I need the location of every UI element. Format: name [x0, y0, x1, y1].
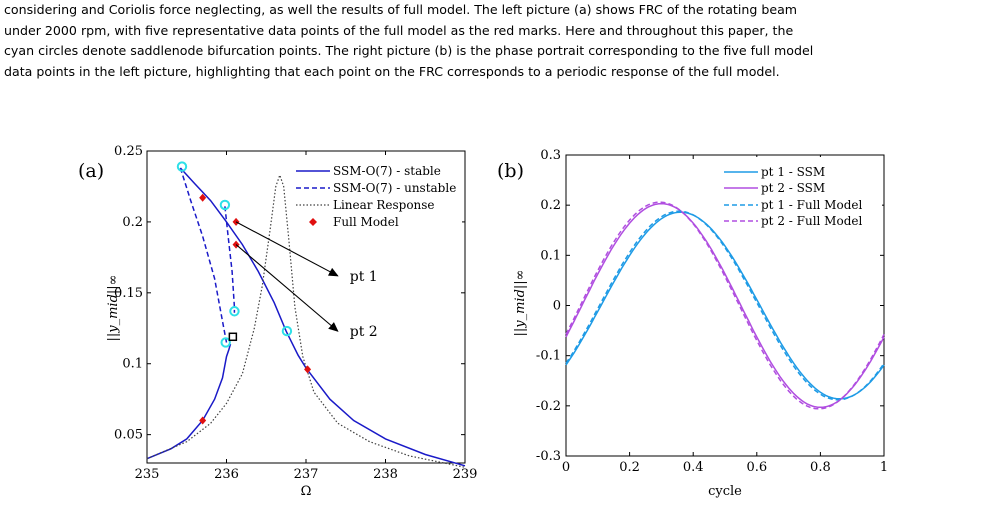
bifurcation-point: [176, 161, 188, 172]
legend-label-stable: SSM-O(7) - stable: [333, 164, 441, 178]
bifurcation-point: [281, 325, 293, 337]
caption-line: under 2000 rpm, with five representative…: [4, 22, 794, 38]
panel-b-label: (b): [497, 160, 524, 182]
y-tick-label: 0.2: [122, 215, 143, 230]
series-line: [565, 211, 885, 400]
panel-a-legend: SSM-O(7) - stable SSM-O(7) - unstable Li…: [292, 157, 462, 233]
panel-b-ylabel-text: ||y_mid||∞: [513, 270, 528, 337]
x-tick-label: 0.4: [683, 460, 704, 475]
panel-b-ylabel: ||y_mid||∞: [513, 270, 528, 337]
legend-swatch-full-model: [309, 218, 317, 226]
caption-line: data points in the left picture, highlig…: [4, 63, 780, 79]
panel-b-legend: pt 1 - SSM pt 2 - SSM pt 1 - Full Model …: [720, 157, 882, 233]
annotation-label: pt 1: [350, 269, 378, 285]
series-line: [565, 202, 885, 409]
panel-b: 0 0.2 0.4 0.6 0.8 1 -0.3 -0.2 -0.1 0 0.1 0.2 0.3 (b)…: [497, 148, 888, 499]
full-model-point: [199, 193, 207, 202]
legend-label-full-model: Full Model: [333, 215, 399, 229]
legend-label-pt2-ssm: pt 2 - SSM: [761, 181, 825, 195]
series-line: [565, 210, 885, 401]
y-tick-label: 0.2: [540, 198, 561, 213]
series-line: [565, 201, 885, 410]
caption-line: cyan circles denote saddlenode bifurcati…: [4, 43, 814, 58]
y-tick-label: -0.2: [536, 399, 561, 414]
annotation-arrow: [235, 221, 339, 277]
y-tick-label: -0.1: [536, 349, 561, 364]
series-line: [146, 173, 466, 468]
bifurcation-point: [219, 199, 231, 211]
x-tick-label: 237: [294, 467, 319, 482]
legend-label-linear: Linear Response: [333, 198, 435, 212]
figure-caption: considering and Coriolis force neglectin…: [4, 0, 994, 82]
series-line: [224, 206, 236, 313]
panel-a-label: (a): [78, 160, 104, 182]
series-line: [146, 343, 232, 460]
y-tick-label: 0.05: [114, 428, 143, 443]
x-tick-label: 1: [880, 460, 888, 475]
series-line: [179, 167, 466, 467]
bifurcation-point: [220, 337, 231, 348]
panel-b-xlabel: cycle: [708, 484, 742, 499]
y-tick-label: 0: [553, 299, 561, 314]
square-marker: [228, 332, 238, 342]
x-tick-label: 0: [562, 460, 570, 475]
legend-label-unstable: SSM-O(7) - unstable: [333, 181, 456, 195]
full-model-point: [304, 365, 312, 374]
x-tick-label: 0.8: [810, 460, 831, 475]
legend-label-pt1-ssm: pt 1 - SSM: [761, 165, 825, 179]
panel-a-ylabel-text: ||y_mid||∞: [106, 275, 121, 342]
full-model-point: [199, 416, 207, 425]
panel-a: 235 236 237 238 239 0.05 0.1 0.15 0.2 0.25 pt 1 pt…: [78, 144, 477, 499]
legend-box: [720, 157, 882, 233]
caption-line: considering and Coriolis force neglectin…: [4, 2, 798, 17]
x-tick-label: 0.2: [619, 460, 640, 475]
series-line: [179, 167, 228, 343]
x-tick-label: 239: [453, 467, 478, 482]
y-tick-label: 0.3: [540, 148, 561, 163]
annotation-label: pt 2: [350, 324, 378, 340]
x-tick-label: 235: [135, 467, 160, 482]
legend-label-pt2-full: pt 2 - Full Model: [761, 214, 862, 228]
legend-label-pt1-full: pt 1 - Full Model: [761, 198, 862, 212]
y-tick-label: 0.1: [540, 248, 561, 263]
x-tick-label: 238: [373, 467, 398, 482]
legend-box: [292, 157, 462, 233]
y-tick-label: -0.3: [536, 449, 561, 464]
x-tick-label: 0.6: [746, 460, 767, 475]
y-tick-label: 0.15: [114, 286, 143, 301]
annotation-arrow: [235, 244, 339, 332]
panel-a-ylabel: ||y_mid||∞: [106, 275, 121, 342]
panel-a-xlabel: Ω: [301, 484, 312, 499]
y-tick-label: 0.1: [122, 357, 143, 372]
x-tick-label: 236: [214, 467, 239, 482]
y-tick-label: 0.25: [114, 144, 143, 159]
bifurcation-point: [229, 306, 240, 317]
